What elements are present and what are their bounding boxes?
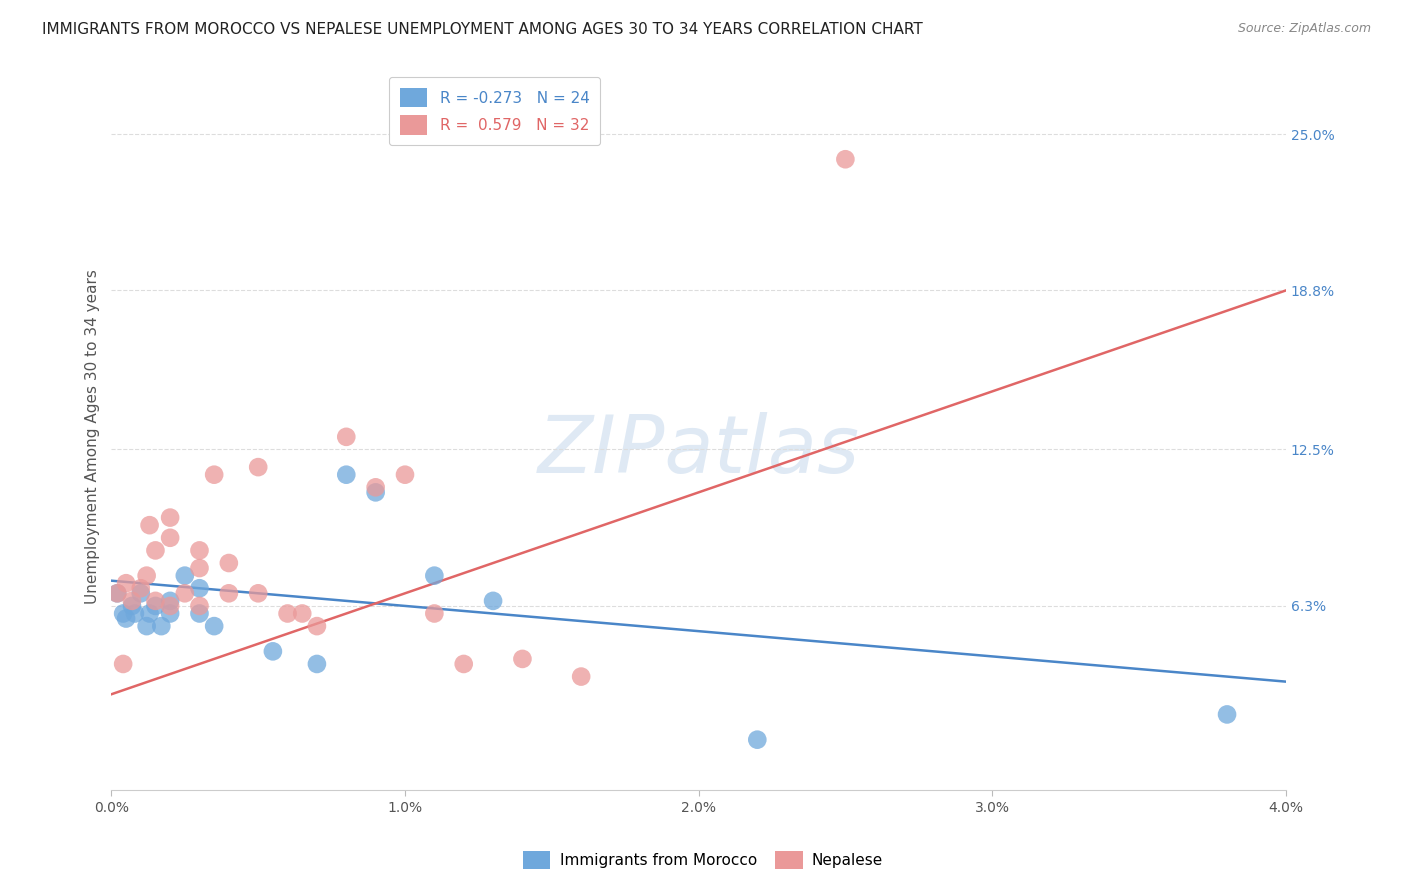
Point <box>121 594 143 608</box>
Point <box>834 153 856 167</box>
Legend: R = -0.273   N = 24, R =  0.579   N = 32: R = -0.273 N = 24, R = 0.579 N = 32 <box>389 77 600 145</box>
Point <box>112 607 135 621</box>
Point <box>145 543 167 558</box>
Point <box>262 644 284 658</box>
Point <box>105 586 128 600</box>
Point <box>150 619 173 633</box>
Point <box>423 607 446 621</box>
Point <box>188 561 211 575</box>
Point <box>105 586 128 600</box>
Point <box>569 669 592 683</box>
Point <box>173 568 195 582</box>
Point <box>159 599 181 613</box>
Point <box>135 619 157 633</box>
Point <box>159 594 181 608</box>
Point <box>202 467 225 482</box>
Point <box>247 460 270 475</box>
Text: ZIPatlas: ZIPatlas <box>537 412 859 490</box>
Point <box>124 607 146 621</box>
Point <box>138 518 160 533</box>
Point <box>335 430 357 444</box>
Point <box>145 594 167 608</box>
Point <box>277 607 299 621</box>
Point <box>394 467 416 482</box>
Text: IMMIGRANTS FROM MOROCCO VS NEPALESE UNEMPLOYMENT AMONG AGES 30 TO 34 YEARS CORRE: IMMIGRANTS FROM MOROCCO VS NEPALESE UNEM… <box>42 22 922 37</box>
Point <box>335 467 357 482</box>
Point <box>1216 707 1239 722</box>
Point <box>129 586 152 600</box>
Y-axis label: Unemployment Among Ages 30 to 34 years: Unemployment Among Ages 30 to 34 years <box>86 269 100 604</box>
Text: Source: ZipAtlas.com: Source: ZipAtlas.com <box>1237 22 1371 36</box>
Point <box>188 599 211 613</box>
Point <box>247 586 270 600</box>
Point <box>159 607 181 621</box>
Point <box>112 657 135 671</box>
Point <box>188 607 211 621</box>
Point <box>512 652 534 666</box>
Point <box>138 607 160 621</box>
Point <box>423 568 446 582</box>
Point <box>364 480 387 494</box>
Point <box>218 586 240 600</box>
Point <box>145 599 167 613</box>
Point <box>188 543 211 558</box>
Point <box>305 657 328 671</box>
Point <box>364 485 387 500</box>
Point <box>291 607 314 621</box>
Point <box>115 611 138 625</box>
Point <box>129 581 152 595</box>
Point <box>482 594 505 608</box>
Point <box>202 619 225 633</box>
Point <box>218 556 240 570</box>
Point <box>188 581 211 595</box>
Legend: Immigrants from Morocco, Nepalese: Immigrants from Morocco, Nepalese <box>517 845 889 875</box>
Point <box>159 510 181 524</box>
Point <box>453 657 475 671</box>
Point <box>135 568 157 582</box>
Point <box>115 576 138 591</box>
Point <box>121 599 143 613</box>
Point <box>305 619 328 633</box>
Point <box>173 586 195 600</box>
Point <box>159 531 181 545</box>
Point <box>747 732 769 747</box>
